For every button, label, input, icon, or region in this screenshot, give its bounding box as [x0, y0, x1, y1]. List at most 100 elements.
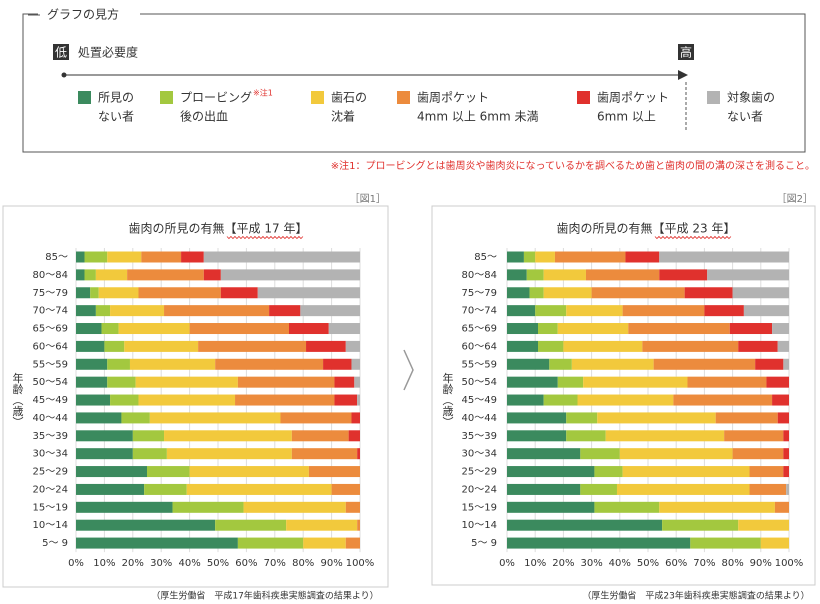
bar-segment	[138, 287, 221, 299]
bar-segment	[357, 448, 360, 460]
bar-segment	[529, 287, 544, 299]
bar-segment	[107, 358, 130, 370]
bar-segment	[220, 287, 258, 299]
bar-segment	[783, 466, 789, 478]
high-label: 高	[680, 45, 692, 60]
bar-segment	[690, 537, 761, 549]
bar-segment	[351, 412, 360, 424]
y-tick-label: 5～ 9	[471, 538, 497, 549]
y-tick-label: 75～79	[462, 288, 497, 299]
bar-segment	[594, 501, 660, 513]
bar-segment	[306, 340, 346, 352]
bar-segment	[76, 519, 216, 531]
bar-segment	[729, 323, 773, 335]
bar-segment	[507, 323, 539, 335]
x-tick-label: 100%	[775, 558, 804, 569]
x-tick-label: 10%	[93, 558, 115, 569]
bar-segment	[303, 537, 346, 549]
bar-segment	[786, 483, 789, 495]
bar-segment	[566, 412, 598, 424]
x-tick-label: 70%	[693, 558, 715, 569]
bar-segment	[101, 323, 119, 335]
bar-segment	[164, 430, 292, 442]
bar-segment	[642, 340, 739, 352]
legend-label: 後の出血	[180, 110, 228, 124]
bar-segment	[619, 448, 733, 460]
arrow-head	[678, 70, 688, 80]
bar-segment	[760, 537, 789, 549]
y-tick-label: 25～29	[462, 467, 497, 478]
x-tick-label: 40%	[609, 558, 631, 569]
bar-segment	[707, 269, 789, 281]
bar-segment	[76, 394, 111, 406]
y-tick-label: 30～34	[462, 449, 497, 460]
bar-segment	[90, 287, 99, 299]
bar-segment	[507, 251, 524, 263]
guide-title: グラフの見方	[47, 7, 119, 22]
y-tick-label: 60～64	[462, 341, 497, 352]
x-tick-label: 100%	[346, 558, 375, 569]
bar-segment	[144, 483, 187, 495]
bar-segment	[76, 466, 147, 478]
bar-segment	[557, 376, 584, 388]
legend-label: 歯周ポケット	[597, 91, 669, 105]
bar-segment	[328, 323, 360, 335]
bar-segment	[334, 394, 358, 406]
y-tick-label: 35～39	[33, 431, 68, 442]
bar-segment	[76, 358, 108, 370]
bar-segment	[766, 376, 789, 388]
bar-segment	[289, 323, 329, 335]
bar-segment	[755, 358, 784, 370]
y-tick-label: 80～84	[33, 270, 68, 281]
y-tick-label: 75～79	[33, 288, 68, 299]
bar-segment	[237, 537, 304, 549]
x-tick-label: 70%	[264, 558, 286, 569]
x-tick-label: 20%	[552, 558, 574, 569]
bar-segment	[357, 394, 360, 406]
panel	[2, 205, 389, 588]
bar-segment	[198, 340, 307, 352]
bar-segment	[107, 376, 136, 388]
bar-segment	[215, 519, 287, 531]
bar-segment	[743, 305, 789, 317]
footnote: ※注1：プロービングとは歯周炎や歯肉炎になっているかを調べるため歯と歯肉の間の溝…	[331, 159, 815, 172]
bar-segment	[549, 358, 572, 370]
bar-segment	[507, 483, 581, 495]
bar-segment	[597, 412, 716, 424]
legend-label: 歯石の	[331, 91, 367, 105]
bar-segment	[280, 412, 352, 424]
bar-segment	[124, 340, 199, 352]
bar-segment	[121, 412, 150, 424]
bar-segment	[118, 323, 190, 335]
y-tick-label: 85～	[474, 252, 497, 263]
figure-label: ［図1］	[350, 193, 386, 205]
bar-segment	[345, 537, 360, 549]
bar-segment	[345, 501, 360, 513]
y-tick-label: 15～19	[462, 502, 497, 513]
bar-segment	[507, 358, 550, 370]
bar-segment	[583, 376, 688, 388]
bar-segment	[580, 448, 620, 460]
bar-segment	[354, 376, 360, 388]
x-tick-label: 10%	[524, 558, 546, 569]
bar-segment	[622, 305, 705, 317]
bar-segment	[704, 305, 744, 317]
bar-segment	[84, 251, 108, 263]
source-note: （厚生労働省 平成23年歯科疾患実態調査の結果より）	[582, 590, 809, 602]
legend-label: プロービング	[180, 91, 252, 105]
bar-segment	[331, 483, 360, 495]
bar-segment	[149, 412, 281, 424]
bar-segment	[777, 340, 789, 352]
chart-title: 歯肉の所見の有無【平成 17 年】	[129, 221, 308, 236]
bar-segment	[76, 537, 238, 549]
y-tick-label: 15～19	[33, 502, 68, 513]
legend-note: ※注1	[253, 88, 273, 98]
bar-segment	[269, 305, 301, 317]
legend-swatch	[311, 91, 324, 104]
legend-swatch	[160, 91, 173, 104]
bar-segment	[543, 287, 592, 299]
chart-title: 歯肉の所見の有無【平成 23 年】	[557, 221, 736, 236]
bar-segment	[76, 412, 122, 424]
legend-swatch	[78, 91, 91, 104]
